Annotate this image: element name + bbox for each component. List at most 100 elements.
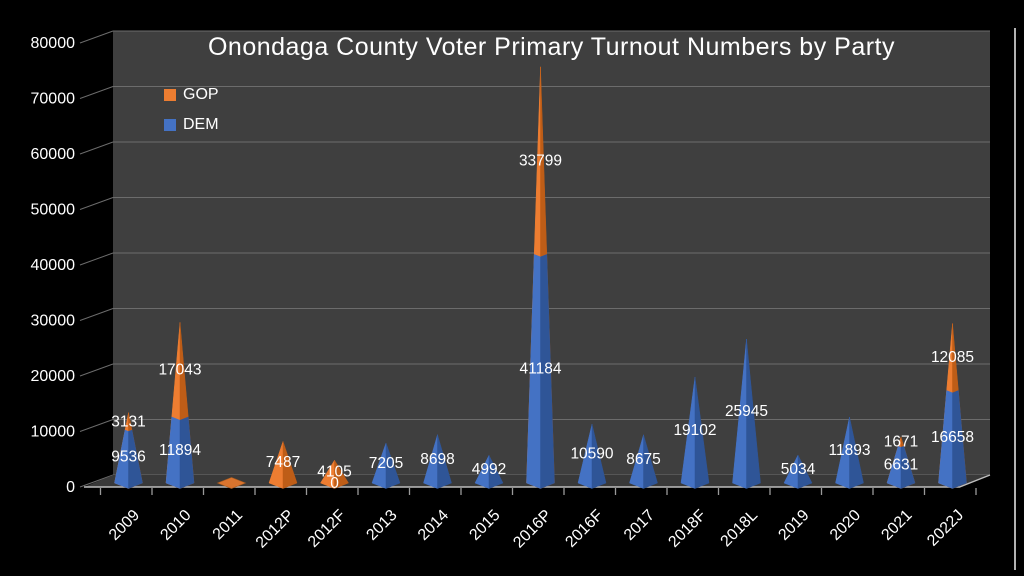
data-label-dem: 8675 <box>626 451 660 468</box>
data-label-gop: 1671 <box>884 434 918 451</box>
y-tick-label: 80000 <box>31 35 76 52</box>
pyramid-face-right <box>437 434 452 489</box>
pyramid-2022J <box>938 323 967 489</box>
pyramid-2012P <box>268 441 298 489</box>
data-label-dem: 7205 <box>369 455 403 472</box>
axis-depth-connector <box>79 363 114 377</box>
x-tick-label: 2012P <box>253 507 298 552</box>
pyramid-face-right <box>282 441 298 489</box>
data-label-dem: 9536 <box>111 449 145 466</box>
chart-title: Onondaga County Voter Primary Turnout Nu… <box>207 33 896 61</box>
legend-label-dem: DEM <box>183 116 219 133</box>
y-tick-label: 10000 <box>31 424 76 441</box>
data-label-dem: 16658 <box>931 429 974 446</box>
axis-depth-connector <box>79 419 114 432</box>
pyramid-face-right <box>797 454 813 489</box>
pyramid-2010 <box>165 322 195 489</box>
x-axis: 2009 2010 2011 2012P 2012F 2013 2014 2015 2016P 2… <box>99 488 977 552</box>
y-tick-label: 60000 <box>31 146 76 163</box>
pyramid-face-right <box>643 434 658 489</box>
data-label-dem: 5034 <box>781 461 816 478</box>
pyramid-2016F <box>577 424 607 489</box>
x-tick-label: 2016F <box>562 507 606 551</box>
axis-depth-connector <box>79 474 114 488</box>
legend-item-gop: GOP <box>164 86 219 104</box>
x-tick-label: 2013 <box>363 507 400 544</box>
x-tick-label: 2011 <box>210 507 246 543</box>
data-label-dem: 25945 <box>725 403 768 420</box>
pyramid-2014 <box>423 434 452 489</box>
x-tick-label: 2017 <box>621 507 658 544</box>
data-label-gop: 17043 <box>158 362 201 379</box>
slide-edge-line <box>1014 28 1016 570</box>
x-tick-label: 2014 <box>415 507 452 544</box>
pyramid-face-right <box>591 424 607 489</box>
y-tick-label: 40000 <box>31 257 76 274</box>
pyramid-bottom-right <box>900 445 916 489</box>
x-tick-label: 2015 <box>466 507 503 544</box>
pyramid-face-right <box>849 416 864 489</box>
y-tick-label: 70000 <box>31 91 76 108</box>
pyramid-2018F <box>680 376 710 489</box>
x-tick-label: 2021 <box>878 507 915 544</box>
data-label-dem: 6631 <box>884 457 918 474</box>
axis-depth-connector <box>79 308 114 321</box>
x-tick-label: 2018L <box>718 507 762 551</box>
data-label-dem: 10590 <box>570 446 613 463</box>
data-label-dem: 11893 <box>829 442 871 459</box>
pyramid-face-right <box>385 442 401 489</box>
data-label-gop: 33799 <box>519 153 562 170</box>
data-label-gop: 4105 <box>317 464 351 481</box>
x-tick-label: 2016P <box>510 507 555 552</box>
x-tick-label: 2022J <box>924 507 967 550</box>
legend-item-dem: DEM <box>164 116 219 134</box>
pyramid-face-right <box>488 455 504 489</box>
y-tick-label: 50000 <box>31 202 76 219</box>
x-tick-label: 2010 <box>157 507 194 544</box>
pyramid-series <box>114 66 967 489</box>
pyramid-2013 <box>371 442 401 489</box>
flat-base-marker <box>216 477 247 489</box>
pyramid-2012F <box>320 459 349 489</box>
dem-swatch-icon <box>164 119 176 131</box>
pyramid-face-right <box>694 376 710 489</box>
x-tick-label: 2019 <box>775 507 812 544</box>
y-axis: 0 10000 20000 30000 40000 50000 60000 70000 8000… <box>31 30 990 496</box>
x-tick-label: 2012F <box>305 507 349 551</box>
floor-front-edge <box>84 474 991 488</box>
gop-swatch-icon <box>164 89 176 101</box>
pyramid-face-right <box>334 459 349 489</box>
pyramid-2017 <box>629 434 658 489</box>
pyramid-bottom-right <box>128 429 143 489</box>
legend: GOP DEM <box>164 86 219 134</box>
x-tick-label: 2009 <box>106 507 143 544</box>
data-label-gop: 7487 <box>266 454 300 471</box>
pyramid-bottom-right <box>540 254 555 489</box>
pyramid-2009 <box>114 412 143 489</box>
data-label-gop: 12085 <box>931 349 974 366</box>
pyramid-2011 <box>216 477 247 489</box>
data-label-dem: 0 <box>330 475 339 492</box>
pyramid-bottom-right <box>952 390 967 489</box>
pyramid-2021 <box>886 436 916 489</box>
pyramid-2015 <box>474 455 504 489</box>
y-tick-label: 0 <box>66 479 75 496</box>
y-tick-label: 30000 <box>31 313 76 330</box>
axis-depth-connector <box>79 86 114 99</box>
data-label-dem: 11894 <box>159 442 201 459</box>
pyramid-2016P <box>526 66 555 489</box>
y-tick-label: 20000 <box>31 368 76 385</box>
x-tick-label: 2020 <box>827 507 864 544</box>
data-label-dem: 8698 <box>420 451 454 468</box>
data-label-gop: 3131 <box>111 413 145 430</box>
pyramid-2019 <box>783 454 813 489</box>
axis-depth-connector <box>79 30 114 44</box>
axis-depth-connector <box>79 197 114 210</box>
legend-label-gop: GOP <box>183 86 219 103</box>
x-tick-label: 2018F <box>665 507 709 551</box>
data-label-dem: 4992 <box>472 461 506 478</box>
pyramid-bottom-right <box>179 416 195 489</box>
